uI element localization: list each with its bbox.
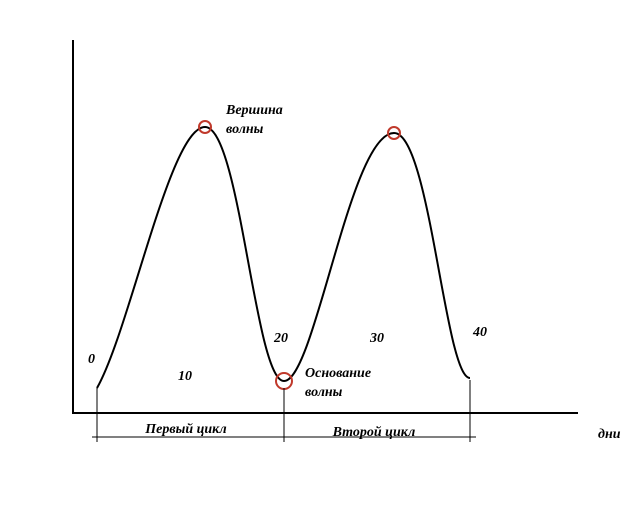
cycle-label: Второй цикл (332, 425, 416, 440)
day-mark: 30 (369, 331, 384, 346)
wave-curve (96, 125, 471, 389)
peak-marker (198, 120, 212, 134)
base-label: волны (305, 385, 343, 400)
x-axis-label: дни (598, 427, 621, 442)
peak-label: Вершина (225, 103, 283, 118)
cycle-label: Первый цикл (144, 422, 227, 437)
peak-label: волны (226, 122, 264, 137)
base-label: Основание (305, 366, 371, 381)
day-mark: 40 (472, 325, 487, 340)
peak-marker (387, 126, 401, 140)
day-mark: 0 (88, 352, 95, 367)
day-mark: 10 (178, 369, 192, 384)
day-mark: 20 (273, 331, 288, 346)
cycle-dimensions (92, 380, 476, 442)
